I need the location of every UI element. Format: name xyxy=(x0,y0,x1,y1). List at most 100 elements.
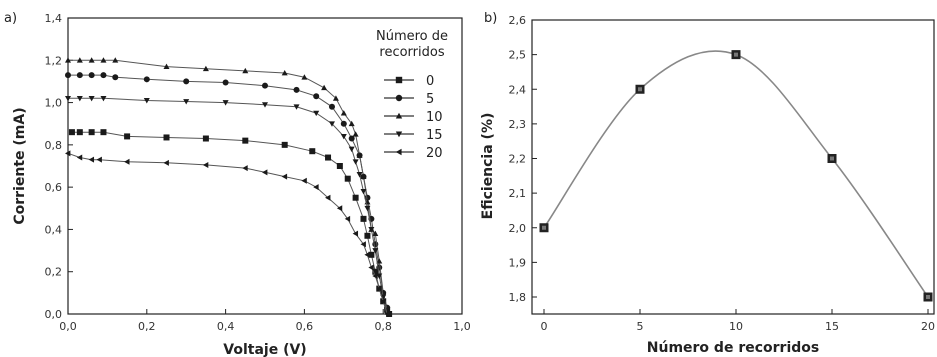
data-point-20 xyxy=(368,264,374,271)
legend-title-line1: Número de xyxy=(376,29,448,44)
data-point-20 xyxy=(336,205,343,212)
data-point-20 xyxy=(65,150,71,157)
data-point-5 xyxy=(100,72,107,79)
data-point-inner xyxy=(734,52,738,57)
data-point-5 xyxy=(340,120,347,127)
y-tick-label-b: 2,3 xyxy=(509,118,527,131)
legend-a: Número de recorridos 0 5 10 15 20 xyxy=(376,29,448,161)
legend-label-20: 20 xyxy=(426,146,443,161)
data-point-15 xyxy=(356,172,363,178)
data-point-0 xyxy=(336,163,343,169)
data-point-10 xyxy=(372,230,379,237)
data-point-10 xyxy=(321,84,328,91)
data-point-20 xyxy=(301,177,307,184)
y-tick-label-b: 1,8 xyxy=(509,291,527,304)
data-point-10 xyxy=(281,69,288,76)
x-axis-label-a: Voltaje (V) xyxy=(223,342,306,357)
data-point-15 xyxy=(372,248,379,254)
legend-marker-10 xyxy=(395,112,403,119)
data-point-20 xyxy=(242,165,248,172)
x-tick-label-a: 0,8 xyxy=(374,320,392,333)
data-point-0 xyxy=(163,134,170,141)
data-point-20 xyxy=(202,161,209,168)
data-point-15 xyxy=(222,100,229,106)
data-point-10 xyxy=(352,131,359,137)
data-point-0 xyxy=(242,137,249,144)
data-point-10 xyxy=(332,95,339,101)
data-point-10 xyxy=(380,289,387,296)
y-tick-label-b: 2,5 xyxy=(509,49,527,62)
y-tick-label-a: 0,2 xyxy=(45,266,63,279)
data-point-0 xyxy=(88,129,95,136)
y-axis-label-a: Corriente (mA) xyxy=(12,107,28,224)
data-point-0 xyxy=(352,194,359,201)
series-line-5 xyxy=(68,74,390,315)
legend-marker-5 xyxy=(395,94,403,102)
data-point-10 xyxy=(348,120,355,127)
data-point-0 xyxy=(372,268,379,275)
data-point-0 xyxy=(100,129,107,136)
axes-a: 0,0 0,2 0,4 0,6 0,8 1,0 0,0 0,2 0,4 0,6 0,8 1,0 1,2 1… xyxy=(45,12,471,333)
legend-marker-0 xyxy=(395,76,403,84)
data-point-10 xyxy=(112,57,119,63)
x-axis-label-b: Número de recorridos xyxy=(647,340,819,356)
x-tick-label-b: 0 xyxy=(541,320,548,333)
data-point-0 xyxy=(368,251,375,258)
legend-marker-15 xyxy=(395,131,403,138)
data-point-5 xyxy=(88,72,95,79)
data-point-10 xyxy=(202,65,209,72)
y-tick-label-a: 0,0 xyxy=(45,308,63,321)
data-point-20 xyxy=(76,154,83,161)
data-point-10 xyxy=(301,74,308,80)
data-point-20 xyxy=(96,156,102,163)
data-point-0 xyxy=(325,154,332,161)
data-point-5 xyxy=(112,74,119,81)
y-tick-label-b: 2,1 xyxy=(509,187,527,200)
data-point-20 xyxy=(124,158,130,165)
data-point-inner xyxy=(638,87,642,92)
data-point-20 xyxy=(313,184,319,191)
data-point-20 xyxy=(372,272,378,279)
data-point-15 xyxy=(65,95,71,102)
data-point-5 xyxy=(143,76,150,83)
y-tick-label-a: 1,0 xyxy=(45,97,63,110)
axes-b: 0 5 10 15 20 1,8 1,9 2,0 2,1 2,2 2,3 2,4 2,5 2,6 xyxy=(509,14,936,333)
data-point-10 xyxy=(76,57,83,63)
plot-frame-b xyxy=(531,19,935,315)
series-b xyxy=(539,50,933,302)
data-point-inner xyxy=(542,225,546,230)
data-point-0 xyxy=(76,129,83,136)
data-point-10 xyxy=(340,110,347,116)
data-point-5 xyxy=(222,79,229,86)
data-point-10 xyxy=(360,173,367,179)
data-point-0 xyxy=(124,133,131,140)
data-point-20 xyxy=(384,311,390,317)
panel-b-label: b) xyxy=(484,11,497,26)
data-point-15 xyxy=(340,134,347,140)
series-line-20 xyxy=(67,152,388,315)
y-tick-label-b: 2,2 xyxy=(509,153,527,166)
data-point-15 xyxy=(100,95,107,102)
data-point-15 xyxy=(313,110,320,117)
series-line-0 xyxy=(71,131,390,315)
y-tick-label-b: 2,4 xyxy=(509,83,527,96)
data-point-5 xyxy=(76,72,83,79)
data-point-20 xyxy=(376,285,382,292)
legend-label-15: 15 xyxy=(426,128,443,143)
data-point-5 xyxy=(364,194,371,201)
chart-a: a) 0,0 0,2 0,4 0,6 0,8 1,0 0,0 0,2 0,4 0,6 0,8 1,0 1… xyxy=(4,11,471,357)
y-tick-label-b: 2,6 xyxy=(509,14,527,27)
data-point-10 xyxy=(376,258,383,264)
x-tick-label-b: 15 xyxy=(825,320,839,333)
data-point-0 xyxy=(364,232,371,239)
data-point-10 xyxy=(356,152,363,158)
efficiency-curve xyxy=(543,50,929,298)
data-point-15 xyxy=(348,146,355,153)
data-point-5 xyxy=(183,78,190,85)
data-point-0 xyxy=(344,175,351,182)
data-point-10 xyxy=(242,67,249,74)
data-point-15 xyxy=(368,227,375,233)
data-point-15 xyxy=(76,95,83,102)
x-tick-label-a: 1,0 xyxy=(453,320,471,333)
